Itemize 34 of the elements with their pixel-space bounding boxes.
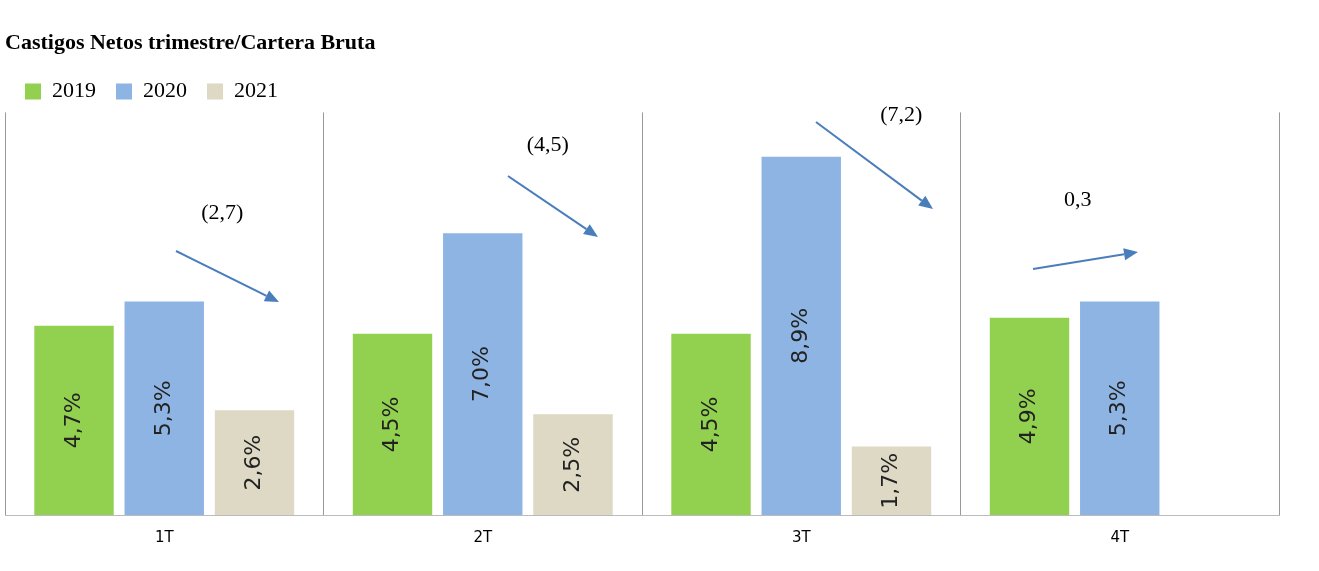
data-label: 2,5% [558,436,584,493]
data-label: 4,9% [1015,388,1041,445]
bar [352,333,433,515]
data-label: 8,9% [786,307,812,364]
bar [443,233,523,515]
x-tick-label: 3T [791,527,812,546]
annotation: 0,3 [1064,186,1092,213]
data-label: 5,3% [149,380,175,437]
bar [1080,301,1160,515]
data-label: 4,5% [378,396,404,453]
bar [671,333,751,515]
bar [34,325,114,515]
bar [851,446,932,515]
data-label: 5,3% [1105,380,1131,437]
data-label: 4,5% [696,396,722,453]
bar [989,317,1070,515]
bar [124,301,204,515]
legend-label: 2019 [52,77,96,103]
x-tick-label: 4T [1110,527,1130,546]
bar [214,410,295,515]
bar [533,414,613,515]
chart-title: Castigos Netos trimestre/Cartera Bruta [5,28,376,54]
data-label: 7,0% [468,346,494,403]
legend-label: 2020 [143,77,187,103]
annotation: (2,7) [201,199,244,226]
bar [761,156,841,515]
data-label: 2,6% [240,434,266,491]
text: (7,2) [880,101,923,128]
text: (4,5) [526,131,569,158]
data-label: 1,7% [877,452,903,509]
x-tick-label: 1T [154,527,175,546]
legend-label: 2021 [234,77,278,103]
data-label: 4,7% [59,392,85,449]
x-tick-label: 2T [473,527,493,546]
